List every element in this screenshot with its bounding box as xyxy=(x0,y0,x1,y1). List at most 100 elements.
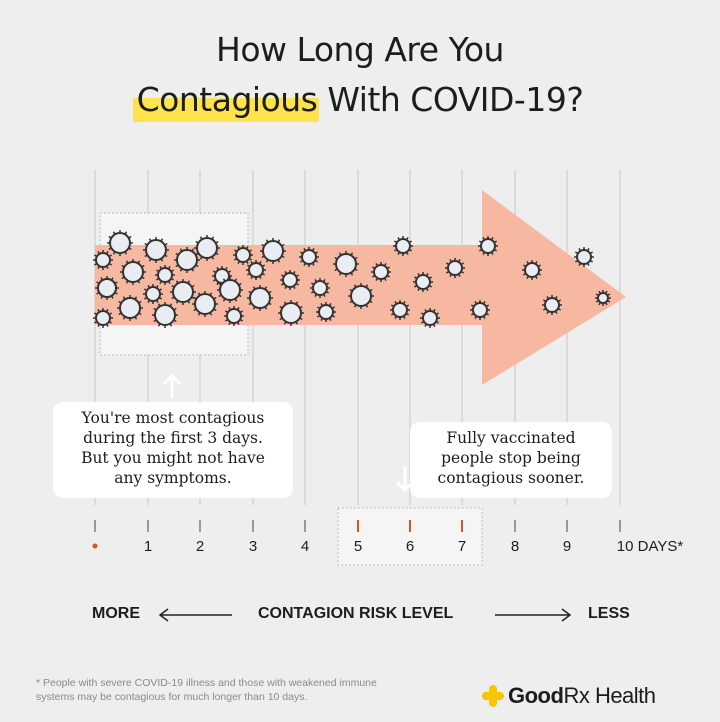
callout-line: any symptoms. xyxy=(114,469,232,487)
virus-icon xyxy=(597,292,609,304)
brand-bold: Good xyxy=(508,683,564,708)
virus-icon xyxy=(248,262,264,278)
day-label: 1 xyxy=(143,538,153,555)
callout-first-days: You're most contagious during the first … xyxy=(53,402,293,498)
virus-icon xyxy=(262,240,284,262)
virus-spikes xyxy=(278,300,304,326)
day-label: 3 xyxy=(248,538,258,555)
virus-spikes xyxy=(445,258,465,278)
day-label: 2 xyxy=(195,538,205,555)
day-label: 9 xyxy=(562,538,572,555)
virus-spikes xyxy=(170,279,196,305)
virus-spikes xyxy=(152,302,178,328)
day-label: 4 xyxy=(300,538,310,555)
virus-spikes xyxy=(299,247,319,267)
virus-spikes xyxy=(246,260,266,280)
virus-spikes xyxy=(95,276,119,300)
virus-spikes xyxy=(107,230,133,256)
virus-spikes xyxy=(413,272,433,292)
virus-icon xyxy=(194,293,216,315)
virus-spikes xyxy=(194,235,220,261)
virus-spikes xyxy=(478,236,498,256)
virus-icon xyxy=(226,308,242,324)
risk-less: LESS xyxy=(588,605,630,622)
virus-spikes xyxy=(192,291,218,317)
footnote-line: systems may be contagious for much longe… xyxy=(36,691,308,703)
callout-line: But you might not have xyxy=(81,449,265,467)
virus-icon xyxy=(318,304,334,320)
virus-spikes xyxy=(333,251,359,277)
virus-spikes xyxy=(224,306,244,326)
virus-spikes xyxy=(260,238,286,264)
virus-icon xyxy=(472,302,488,318)
virus-spikes xyxy=(143,284,163,304)
virus-icon xyxy=(196,237,218,259)
virus-icon xyxy=(157,267,173,283)
day-zero-dot xyxy=(92,543,98,549)
virus-icon xyxy=(544,297,560,313)
virus-icon xyxy=(122,261,144,283)
virus-spikes xyxy=(371,262,391,282)
virus-icon xyxy=(422,310,438,326)
virus-spikes xyxy=(390,300,410,320)
callout-line: contagious sooner. xyxy=(437,469,585,487)
virus-icon xyxy=(447,260,463,276)
virus-spikes xyxy=(310,278,330,298)
virus-spikes xyxy=(155,265,175,285)
virus-icon xyxy=(392,302,408,318)
virus-icon xyxy=(335,253,357,275)
virus-icon xyxy=(280,302,302,324)
risk-label: CONTAGION RISK LEVEL xyxy=(258,605,454,622)
virus-spikes xyxy=(574,247,594,267)
virus-spikes xyxy=(233,245,253,265)
day-label: 7 xyxy=(457,538,467,555)
risk-more: MORE xyxy=(92,605,140,622)
virus-icon xyxy=(97,278,117,298)
virus-icon xyxy=(480,238,496,254)
virus-icon xyxy=(145,286,161,302)
title-line-1: How Long Are You xyxy=(216,30,504,69)
virus-spikes xyxy=(542,295,562,315)
virus-spikes xyxy=(393,236,413,256)
footnote: * People with severe COVID-19 illness an… xyxy=(36,676,377,704)
day-label: 6 xyxy=(405,538,415,555)
virus-icon xyxy=(301,249,317,265)
virus-spikes xyxy=(420,308,440,328)
day-label: 8 xyxy=(510,538,520,555)
virus-spikes xyxy=(247,285,273,311)
arrow-left-icon xyxy=(158,608,232,622)
virus-spikes xyxy=(280,270,300,290)
virus-spikes xyxy=(117,295,143,321)
brand-rest: Rx Health xyxy=(563,683,656,708)
virus-icon xyxy=(219,279,241,301)
virus-spikes xyxy=(316,302,336,322)
virus-icon xyxy=(145,239,167,261)
virus-spikes xyxy=(470,300,490,320)
virus-icon xyxy=(172,281,194,303)
title-rest: With COVID-19? xyxy=(317,80,584,119)
virus-spikes xyxy=(348,283,374,309)
day-label-10: 10 DAYS* xyxy=(616,538,684,555)
callout-line: people stop being xyxy=(441,449,581,467)
plus-logo-icon xyxy=(482,685,504,707)
footnote-line: * People with severe COVID-19 illness an… xyxy=(36,677,377,689)
arrow-right-icon xyxy=(495,608,572,622)
virus-spikes xyxy=(174,247,200,273)
day-label: 5 xyxy=(353,538,363,555)
virus-icon xyxy=(119,297,141,319)
vaccinated-days-box xyxy=(337,507,483,566)
virus-spikes xyxy=(143,237,169,263)
virus-icon xyxy=(576,249,592,265)
virus-icon xyxy=(350,285,372,307)
virus-spikes xyxy=(120,259,146,285)
virus-icon xyxy=(95,252,111,268)
virus-icon xyxy=(249,287,271,309)
virus-icon xyxy=(282,272,298,288)
virus-icon xyxy=(235,247,251,263)
virus-icon xyxy=(176,249,198,271)
title-line-2: Contagious With COVID-19? xyxy=(0,80,720,119)
virus-icon xyxy=(415,274,431,290)
virus-spikes xyxy=(522,260,542,280)
